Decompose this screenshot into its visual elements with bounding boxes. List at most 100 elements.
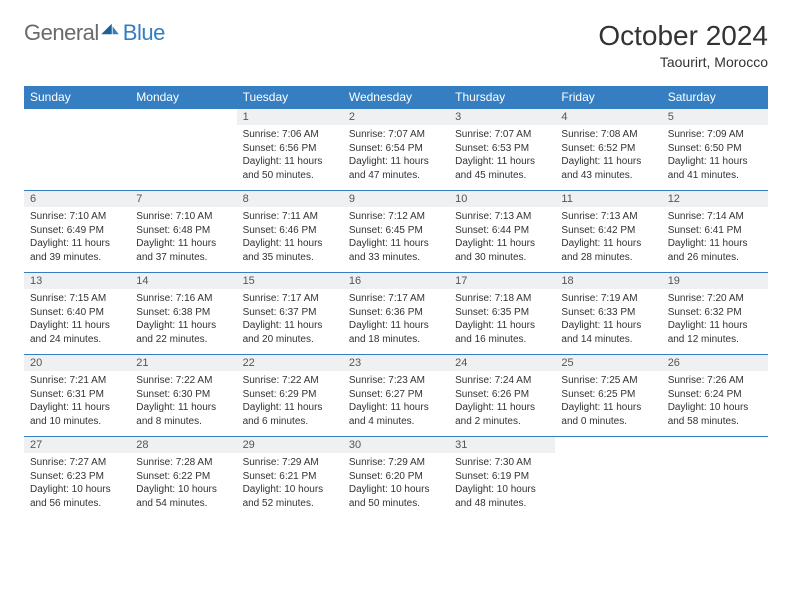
day-details: Sunrise: 7:18 AMSunset: 6:35 PMDaylight:… — [449, 289, 555, 354]
calendar-table: SundayMondayTuesdayWednesdayThursdayFrid… — [24, 86, 768, 518]
sunrise-line: Sunrise: 7:28 AM — [136, 456, 230, 470]
sunset-line: Sunset: 6:48 PM — [136, 224, 230, 238]
weekday-header: Monday — [130, 86, 236, 109]
day-number: 20 — [24, 355, 130, 371]
calendar-week-row: ....1Sunrise: 7:06 AMSunset: 6:56 PMDayl… — [24, 109, 768, 191]
day-number: 18 — [555, 273, 661, 289]
sunrise-line: Sunrise: 7:24 AM — [455, 374, 549, 388]
day-number: 16 — [343, 273, 449, 289]
sunset-line: Sunset: 6:37 PM — [243, 306, 337, 320]
logo-text-blue: Blue — [123, 20, 165, 46]
calendar-cell: .. — [130, 109, 236, 191]
day-number: 14 — [130, 273, 236, 289]
sunset-line: Sunset: 6:44 PM — [455, 224, 549, 238]
sunset-line: Sunset: 6:45 PM — [349, 224, 443, 238]
calendar-cell: 15Sunrise: 7:17 AMSunset: 6:37 PMDayligh… — [237, 273, 343, 355]
title-block: October 2024 Taourirt, Morocco — [598, 20, 768, 70]
sunrise-line: Sunrise: 7:15 AM — [30, 292, 124, 306]
sunset-line: Sunset: 6:35 PM — [455, 306, 549, 320]
calendar-cell: 5Sunrise: 7:09 AMSunset: 6:50 PMDaylight… — [662, 109, 768, 191]
sunrise-line: Sunrise: 7:10 AM — [136, 210, 230, 224]
daylight-line: Daylight: 11 hours and 35 minutes. — [243, 237, 337, 264]
calendar-cell: 26Sunrise: 7:26 AMSunset: 6:24 PMDayligh… — [662, 355, 768, 437]
sunset-line: Sunset: 6:54 PM — [349, 142, 443, 156]
day-details: Sunrise: 7:08 AMSunset: 6:52 PMDaylight:… — [555, 125, 661, 190]
calendar-cell: 6Sunrise: 7:10 AMSunset: 6:49 PMDaylight… — [24, 191, 130, 273]
calendar-cell: 1Sunrise: 7:06 AMSunset: 6:56 PMDaylight… — [237, 109, 343, 191]
sunrise-line: Sunrise: 7:13 AM — [561, 210, 655, 224]
day-number: 10 — [449, 191, 555, 207]
daylight-line: Daylight: 11 hours and 24 minutes. — [30, 319, 124, 346]
calendar-cell: 2Sunrise: 7:07 AMSunset: 6:54 PMDaylight… — [343, 109, 449, 191]
sunset-line: Sunset: 6:20 PM — [349, 470, 443, 484]
daylight-line: Daylight: 11 hours and 8 minutes. — [136, 401, 230, 428]
logo: General Blue — [24, 20, 165, 46]
day-number: 24 — [449, 355, 555, 371]
day-number: 19 — [662, 273, 768, 289]
calendar-cell: 20Sunrise: 7:21 AMSunset: 6:31 PMDayligh… — [24, 355, 130, 437]
calendar-cell: .. — [662, 437, 768, 519]
weekday-header-row: SundayMondayTuesdayWednesdayThursdayFrid… — [24, 86, 768, 109]
calendar-cell: 19Sunrise: 7:20 AMSunset: 6:32 PMDayligh… — [662, 273, 768, 355]
sunrise-line: Sunrise: 7:08 AM — [561, 128, 655, 142]
sunset-line: Sunset: 6:30 PM — [136, 388, 230, 402]
day-number: 29 — [237, 437, 343, 453]
sunrise-line: Sunrise: 7:25 AM — [561, 374, 655, 388]
day-details: Sunrise: 7:21 AMSunset: 6:31 PMDaylight:… — [24, 371, 130, 436]
day-number: 27 — [24, 437, 130, 453]
sunset-line: Sunset: 6:33 PM — [561, 306, 655, 320]
daylight-line: Daylight: 11 hours and 50 minutes. — [243, 155, 337, 182]
sunset-line: Sunset: 6:49 PM — [30, 224, 124, 238]
calendar-cell: 9Sunrise: 7:12 AMSunset: 6:45 PMDaylight… — [343, 191, 449, 273]
sunset-line: Sunset: 6:41 PM — [668, 224, 762, 238]
sunset-line: Sunset: 6:23 PM — [30, 470, 124, 484]
sunset-line: Sunset: 6:50 PM — [668, 142, 762, 156]
page-title: October 2024 — [598, 20, 768, 52]
weekday-header: Thursday — [449, 86, 555, 109]
calendar-cell: 13Sunrise: 7:15 AMSunset: 6:40 PMDayligh… — [24, 273, 130, 355]
sunrise-line: Sunrise: 7:29 AM — [243, 456, 337, 470]
weekday-header: Saturday — [662, 86, 768, 109]
sunrise-line: Sunrise: 7:26 AM — [668, 374, 762, 388]
day-details: Sunrise: 7:06 AMSunset: 6:56 PMDaylight:… — [237, 125, 343, 190]
day-number: 7 — [130, 191, 236, 207]
daylight-line: Daylight: 11 hours and 33 minutes. — [349, 237, 443, 264]
day-details: Sunrise: 7:12 AMSunset: 6:45 PMDaylight:… — [343, 207, 449, 272]
calendar-cell: 16Sunrise: 7:17 AMSunset: 6:36 PMDayligh… — [343, 273, 449, 355]
daylight-line: Daylight: 10 hours and 56 minutes. — [30, 483, 124, 510]
calendar-cell: 31Sunrise: 7:30 AMSunset: 6:19 PMDayligh… — [449, 437, 555, 519]
daylight-line: Daylight: 11 hours and 22 minutes. — [136, 319, 230, 346]
sunset-line: Sunset: 6:42 PM — [561, 224, 655, 238]
sunrise-line: Sunrise: 7:10 AM — [30, 210, 124, 224]
daylight-line: Daylight: 10 hours and 48 minutes. — [455, 483, 549, 510]
day-details: Sunrise: 7:24 AMSunset: 6:26 PMDaylight:… — [449, 371, 555, 436]
calendar-week-row: 27Sunrise: 7:27 AMSunset: 6:23 PMDayligh… — [24, 437, 768, 519]
sunrise-line: Sunrise: 7:11 AM — [243, 210, 337, 224]
calendar-cell: 24Sunrise: 7:24 AMSunset: 6:26 PMDayligh… — [449, 355, 555, 437]
day-details: Sunrise: 7:27 AMSunset: 6:23 PMDaylight:… — [24, 453, 130, 518]
weekday-header: Friday — [555, 86, 661, 109]
day-number: 15 — [237, 273, 343, 289]
day-number: 1 — [237, 109, 343, 125]
sunrise-line: Sunrise: 7:30 AM — [455, 456, 549, 470]
calendar-cell: 28Sunrise: 7:28 AMSunset: 6:22 PMDayligh… — [130, 437, 236, 519]
day-number: 23 — [343, 355, 449, 371]
location-label: Taourirt, Morocco — [598, 54, 768, 70]
calendar-cell: 12Sunrise: 7:14 AMSunset: 6:41 PMDayligh… — [662, 191, 768, 273]
sunset-line: Sunset: 6:53 PM — [455, 142, 549, 156]
daylight-line: Daylight: 11 hours and 30 minutes. — [455, 237, 549, 264]
day-details: Sunrise: 7:29 AMSunset: 6:21 PMDaylight:… — [237, 453, 343, 518]
sunrise-line: Sunrise: 7:29 AM — [349, 456, 443, 470]
day-number: 9 — [343, 191, 449, 207]
header: General Blue October 2024 Taourirt, Moro… — [24, 20, 768, 70]
daylight-line: Daylight: 11 hours and 43 minutes. — [561, 155, 655, 182]
day-details: Sunrise: 7:11 AMSunset: 6:46 PMDaylight:… — [237, 207, 343, 272]
calendar-cell: 21Sunrise: 7:22 AMSunset: 6:30 PMDayligh… — [130, 355, 236, 437]
sunrise-line: Sunrise: 7:19 AM — [561, 292, 655, 306]
day-details: Sunrise: 7:10 AMSunset: 6:48 PMDaylight:… — [130, 207, 236, 272]
day-details: Sunrise: 7:25 AMSunset: 6:25 PMDaylight:… — [555, 371, 661, 436]
day-number: 3 — [449, 109, 555, 125]
day-details: Sunrise: 7:07 AMSunset: 6:53 PMDaylight:… — [449, 125, 555, 190]
calendar-cell: 25Sunrise: 7:25 AMSunset: 6:25 PMDayligh… — [555, 355, 661, 437]
daylight-line: Daylight: 11 hours and 16 minutes. — [455, 319, 549, 346]
